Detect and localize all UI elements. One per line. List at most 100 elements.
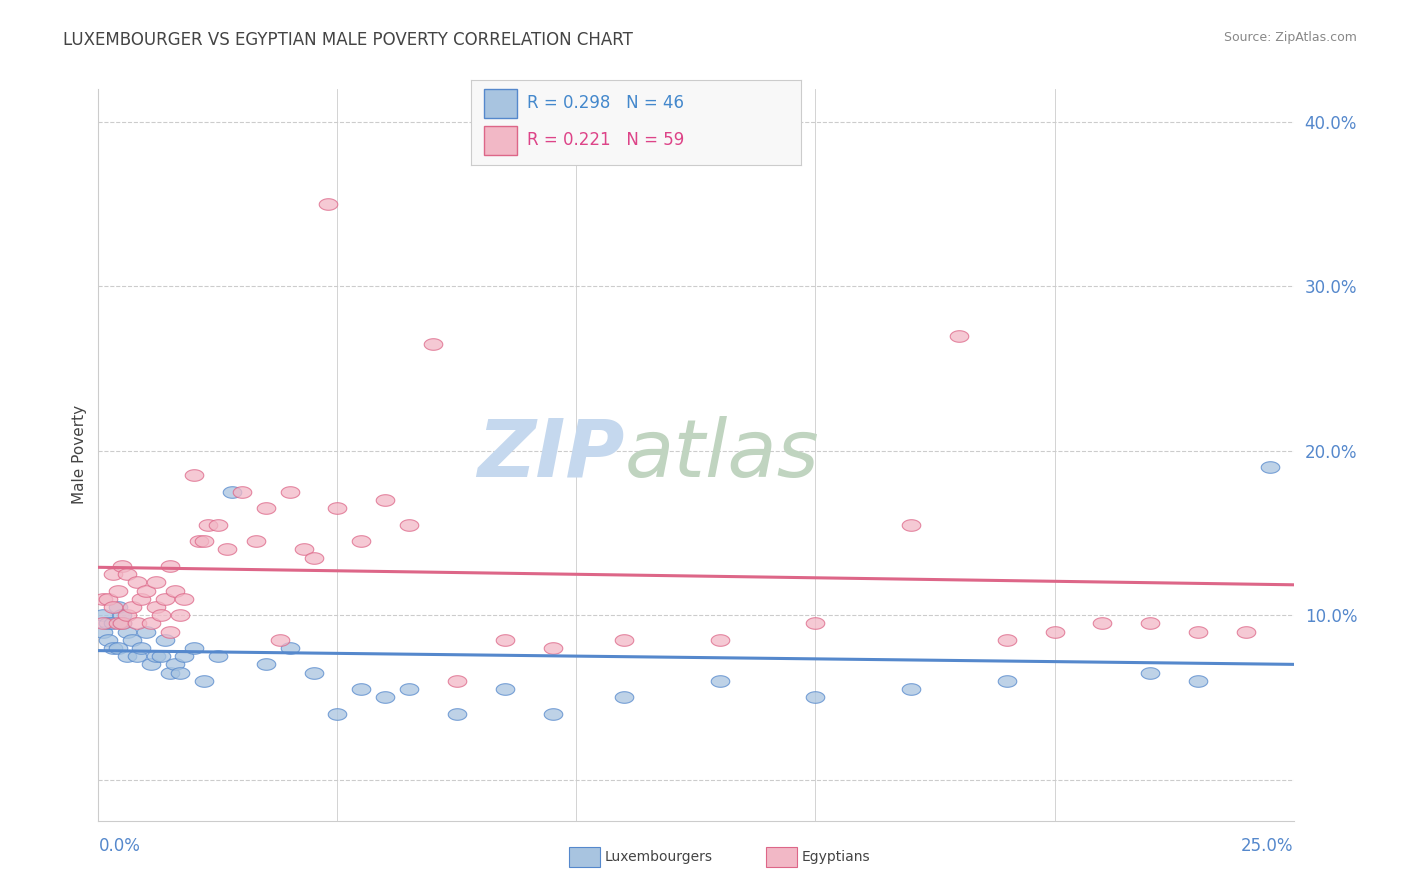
Point [245,534,267,549]
Point [91,616,114,631]
Point [326,706,349,721]
Point [149,649,172,664]
Point [97,591,120,606]
Point [131,641,153,656]
Text: LUXEMBOURGER VS EGYPTIAN MALE POVERTY CORRELATION CHART: LUXEMBOURGER VS EGYPTIAN MALE POVERTY CO… [63,31,633,49]
Point [91,608,114,623]
Point [374,690,396,705]
Point [91,591,114,606]
Point [1234,624,1257,639]
Point [101,641,124,656]
Point [111,616,134,631]
Point [111,558,134,573]
Point [135,583,157,598]
Point [1187,673,1209,688]
Point [155,591,177,606]
Point [900,682,922,697]
Point [159,558,181,573]
Point [804,616,827,631]
Point [292,542,315,557]
Point [159,665,181,680]
Point [398,517,420,532]
Point [115,567,138,582]
Point [135,624,157,639]
Point [278,641,301,656]
Point [995,673,1018,688]
Point [159,624,181,639]
Text: atlas: atlas [624,416,820,494]
Point [125,616,148,631]
Point [121,632,143,647]
Text: ZIP: ZIP [477,416,624,494]
Point [101,567,124,582]
Point [613,632,636,647]
Point [948,328,970,343]
Point [145,649,167,664]
Point [115,624,138,639]
Text: 25.0%: 25.0% [1241,837,1294,855]
Point [1139,616,1161,631]
Point [187,534,209,549]
Point [193,673,215,688]
Point [163,657,186,672]
Point [1258,460,1281,475]
Bar [484,89,517,118]
Point [115,608,138,623]
Point [1091,616,1114,631]
Point [145,599,167,614]
Point [107,583,129,598]
Point [97,616,120,631]
Point [115,649,138,664]
Point [107,599,129,614]
Point [149,608,172,623]
Point [1139,665,1161,680]
Point [207,517,229,532]
Point [101,616,124,631]
Point [541,641,564,656]
Point [613,690,636,705]
Point [217,542,239,557]
Point [125,649,148,664]
Bar [484,126,517,155]
Point [302,550,325,565]
Point [111,608,134,623]
Point [302,665,325,680]
Point [139,616,162,631]
Point [183,468,205,483]
Point [326,501,349,516]
Point [107,641,129,656]
Point [197,517,219,532]
Point [139,657,162,672]
Point [254,501,277,516]
Point [350,682,373,697]
Point [1043,624,1066,639]
Text: Egyptians: Egyptians [801,850,870,864]
Point [131,591,153,606]
Point [995,632,1018,647]
Point [494,632,516,647]
Text: 0.0%: 0.0% [98,837,141,855]
Point [269,632,291,647]
Point [163,583,186,598]
Point [446,673,468,688]
Point [350,534,373,549]
Point [494,682,516,697]
Y-axis label: Male Poverty: Male Poverty [72,405,87,505]
Point [278,484,301,499]
Point [900,517,922,532]
Text: Source: ZipAtlas.com: Source: ZipAtlas.com [1223,31,1357,45]
Point [221,484,243,499]
Point [709,673,731,688]
Point [231,484,253,499]
Point [101,599,124,614]
Text: R = 0.221   N = 59: R = 0.221 N = 59 [527,131,685,150]
Point [183,641,205,656]
Point [91,624,114,639]
Point [169,608,191,623]
Point [398,682,420,697]
Point [107,616,129,631]
Point [169,665,191,680]
Point [207,649,229,664]
Point [446,706,468,721]
Point [1187,624,1209,639]
